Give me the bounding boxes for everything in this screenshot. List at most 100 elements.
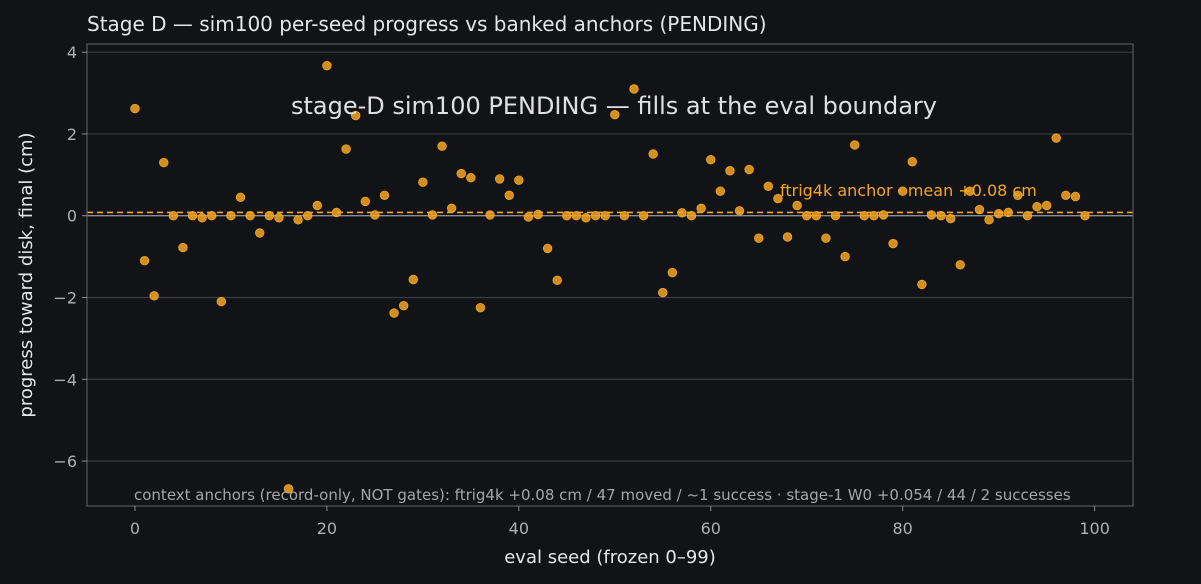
data-point: [629, 84, 639, 94]
data-point: [945, 213, 956, 224]
data-point: [456, 168, 466, 179]
x-tick-label: 100: [1079, 519, 1110, 538]
x-tick-label: 20: [317, 519, 337, 538]
data-point: [1051, 133, 1061, 143]
data-point: [715, 186, 726, 196]
y-tick-label: −2: [53, 288, 77, 307]
data-point: [581, 213, 591, 223]
data-point: [504, 190, 514, 200]
x-tick-label: 40: [509, 519, 529, 538]
data-point: [370, 210, 380, 220]
x-tick-label: 0: [130, 519, 140, 538]
data-point: [744, 164, 754, 175]
data-point: [677, 208, 687, 218]
data-point: [936, 211, 946, 221]
y-axis-label: progress toward disk, final (cm): [16, 132, 37, 417]
data-point: [303, 211, 313, 221]
y-axis-ticks: −6 −4 −2 0 2 4: [53, 43, 87, 471]
data-point: [466, 172, 476, 183]
data-point: [859, 211, 870, 221]
data-point: [427, 210, 438, 220]
context-anchors-note: context anchors (record-only, NOT gates)…: [134, 486, 1071, 504]
data-point: [792, 200, 802, 211]
data-point: [360, 196, 370, 207]
anchor-line-label: ftrig4k anchor · mean +0.08 cm: [780, 181, 1037, 200]
data-point: [773, 193, 783, 204]
data-point: [1003, 207, 1013, 218]
data-point: [965, 186, 975, 196]
data-point: [130, 103, 140, 114]
x-tick-label: 60: [701, 519, 721, 538]
data-point: [475, 303, 486, 313]
x-tick-label: 80: [893, 519, 913, 538]
data-point: [552, 275, 562, 286]
data-point: [725, 166, 735, 176]
plot-frame: [86, 43, 1134, 507]
data-point: [245, 211, 255, 221]
data-point: [734, 206, 745, 216]
grid: [87, 51, 1133, 462]
data-point: [226, 211, 236, 221]
data-point: [418, 177, 428, 187]
data-point: [1061, 190, 1071, 200]
data-point: [706, 155, 716, 165]
data-point: [955, 260, 965, 270]
data-point: [830, 211, 841, 221]
data-point: [389, 308, 399, 318]
y-tick-label: 4: [67, 43, 77, 62]
data-point: [293, 215, 303, 225]
data-point: [178, 242, 188, 253]
data-point: [667, 267, 678, 278]
data-point: [437, 141, 447, 151]
data-point: [255, 228, 265, 238]
data-point: [840, 251, 850, 262]
data-point: [485, 210, 495, 220]
data-point: [1041, 200, 1052, 211]
data-points: [130, 60, 1090, 494]
data-point: [331, 207, 342, 218]
data-point: [1080, 211, 1090, 221]
data-point: [312, 200, 323, 211]
data-point: [283, 484, 294, 494]
y-tick-label: −4: [53, 370, 77, 389]
data-point: [514, 175, 524, 185]
data-point: [619, 211, 630, 221]
data-point: [926, 210, 937, 220]
data-point: [542, 243, 553, 254]
data-point: [1070, 191, 1081, 202]
y-tick-label: 0: [67, 207, 77, 226]
data-point: [782, 232, 793, 242]
data-point: [264, 211, 275, 221]
data-point: [322, 60, 332, 71]
data-point: [638, 211, 649, 221]
data-point: [897, 186, 908, 196]
pending-overlay-text: stage-D sim100 PENDING — fills at the ev…: [291, 92, 937, 120]
data-point: [216, 296, 227, 307]
data-point: [197, 213, 207, 223]
data-point: [571, 211, 582, 221]
data-point: [235, 192, 246, 203]
x-axis-label: eval seed (frozen 0–99): [504, 547, 716, 568]
data-point: [533, 209, 543, 220]
data-point: [139, 255, 150, 266]
data-point: [763, 181, 774, 191]
data-point: [658, 287, 668, 298]
data-point: [811, 211, 822, 221]
y-tick-label: 2: [67, 125, 77, 144]
data-point: [523, 212, 534, 222]
data-point: [1022, 211, 1033, 221]
data-point: [993, 208, 1004, 219]
data-point: [610, 110, 620, 120]
data-point: [850, 140, 860, 150]
data-point: [974, 204, 985, 215]
data-point: [494, 174, 505, 184]
data-point: [754, 233, 764, 243]
data-point: [590, 211, 601, 221]
data-point: [907, 157, 917, 167]
data-point: [696, 203, 706, 214]
data-point: [888, 238, 898, 249]
data-point: [984, 215, 994, 225]
y-tick-label: −6: [53, 452, 77, 471]
data-point: [341, 144, 351, 154]
